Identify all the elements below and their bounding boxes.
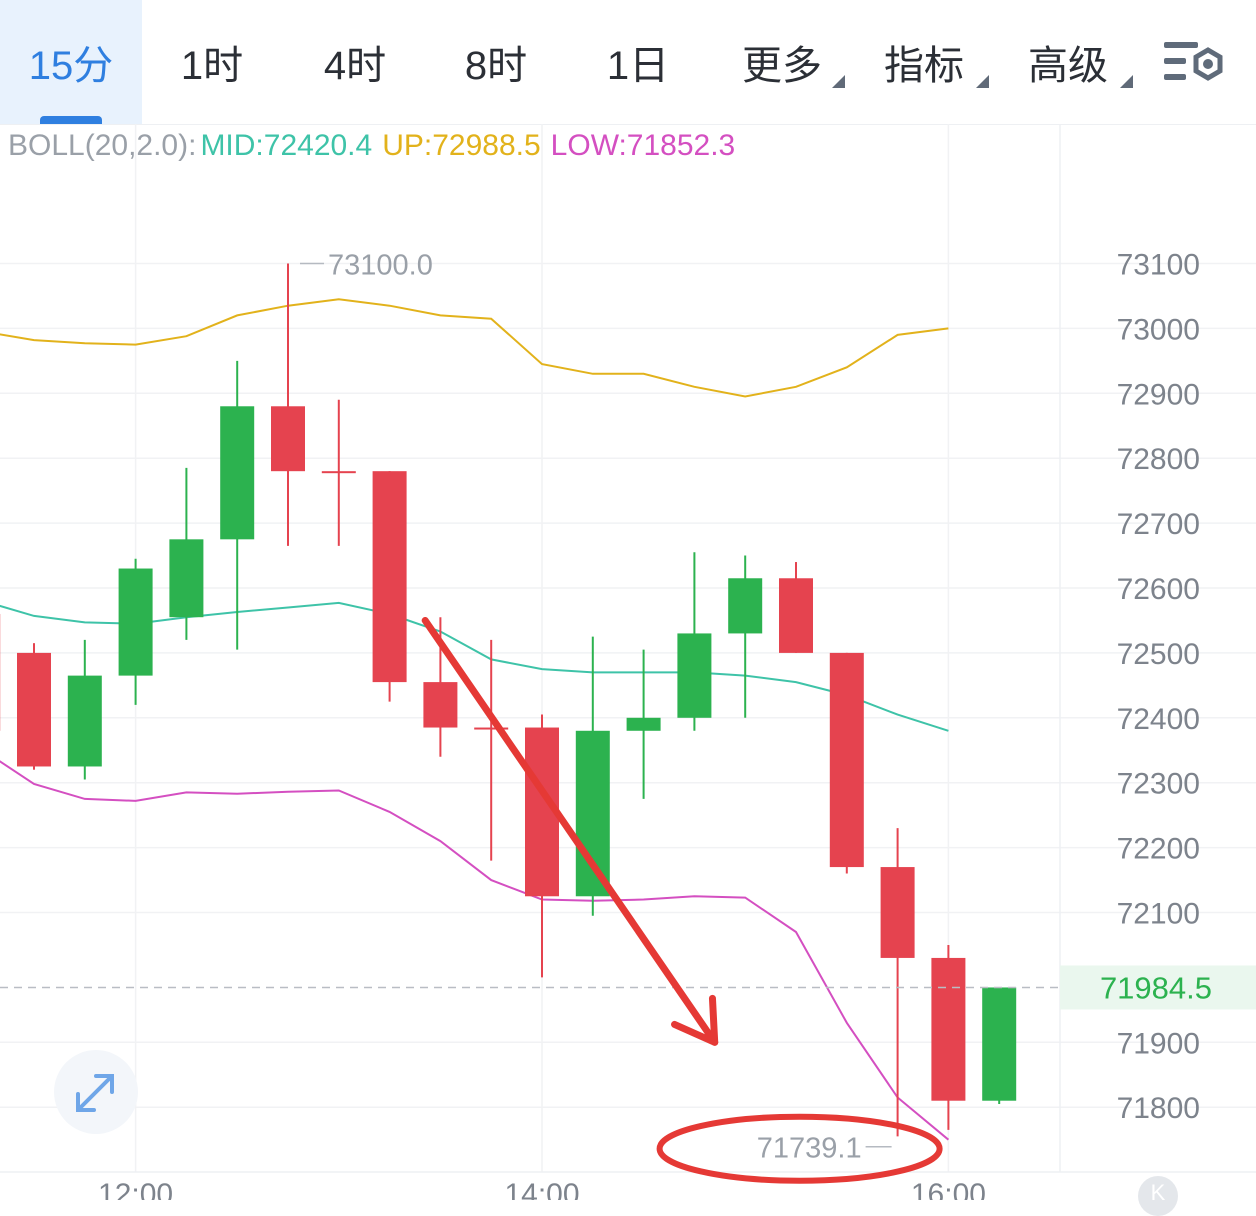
last-price-label: 71984.5 (1100, 970, 1212, 1005)
candle-body[interactable] (68, 676, 102, 767)
x-tick-label: 14:00 (504, 1178, 579, 1200)
candle-body[interactable] (322, 471, 356, 473)
fullscreen-button[interactable] (54, 1050, 138, 1134)
y-tick-label: 72600 (1117, 573, 1200, 606)
y-tick-label: 72500 (1117, 638, 1200, 671)
candle-body[interactable] (576, 731, 610, 896)
candle-body[interactable] (677, 633, 711, 717)
candle-body[interactable] (17, 653, 51, 767)
candle-body[interactable] (982, 987, 1016, 1100)
y-tick-label: 73000 (1117, 313, 1200, 346)
y-tick-label: 72700 (1117, 508, 1200, 541)
y-tick-label: 72900 (1117, 378, 1200, 411)
y-tick-label: 71800 (1117, 1092, 1200, 1125)
y-tick-label: 73100 (1117, 249, 1200, 282)
x-tick-label: 12:00 (98, 1178, 173, 1200)
low-price-marker: 71739.1 (757, 1133, 862, 1165)
x-tick-label: 16:00 (911, 1178, 986, 1200)
candle-body[interactable] (220, 406, 254, 539)
chart-corner-icon[interactable]: K (1138, 1176, 1178, 1216)
candle-body[interactable] (373, 471, 407, 682)
annotation-arrow-shaft (425, 620, 715, 1042)
candle-body[interactable] (119, 569, 153, 676)
candle-body[interactable] (728, 578, 762, 633)
y-tick-label: 72800 (1117, 443, 1200, 476)
candle-body[interactable] (627, 718, 661, 731)
y-tick-label: 72400 (1117, 703, 1200, 736)
boll-lower-line (0, 750, 948, 1139)
candle-body[interactable] (271, 406, 305, 471)
y-tick-label: 72300 (1117, 768, 1200, 801)
y-tick-label: 72100 (1117, 898, 1200, 931)
y-tick-label: 72200 (1117, 833, 1200, 866)
candle-body[interactable] (169, 539, 203, 617)
y-tick-label: 71900 (1117, 1027, 1200, 1060)
candle-body[interactable] (931, 958, 965, 1101)
candle-body[interactable] (881, 867, 915, 958)
candle-body[interactable] (423, 682, 457, 727)
boll-upper-line (0, 299, 948, 396)
expand-icon (54, 1050, 138, 1134)
candle-body[interactable] (830, 653, 864, 867)
high-price-marker: 73100.0 (328, 250, 433, 282)
candle-body[interactable] (779, 578, 813, 653)
